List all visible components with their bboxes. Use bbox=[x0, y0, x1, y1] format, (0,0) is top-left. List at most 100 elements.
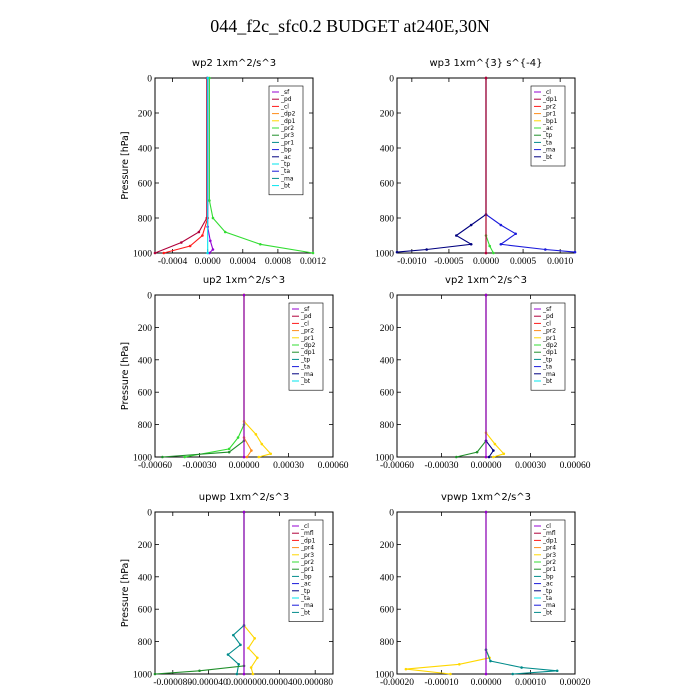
legend-entry: _pr4 bbox=[300, 545, 314, 552]
series-point bbox=[180, 241, 183, 244]
legend-entry: _pr4 bbox=[542, 545, 556, 552]
chart-vp2: vp2 1xm^2/s^3 0 200 400 600 800 1000-0.00060 -0… bbox=[375, 275, 591, 471]
series-point bbox=[469, 223, 473, 227]
legend-box bbox=[530, 302, 566, 391]
series-line-pr1 bbox=[243, 512, 259, 675]
legend-entry: _dp2 bbox=[300, 342, 316, 349]
series-point bbox=[493, 442, 497, 446]
series-point bbox=[492, 251, 495, 255]
series-point bbox=[492, 455, 495, 459]
series-point bbox=[242, 672, 246, 676]
legend-entry: _ta bbox=[280, 168, 290, 175]
x-tick-label: 0.0008 bbox=[265, 257, 291, 267]
y-axis-label: Pressure [hPa] bbox=[120, 131, 131, 199]
x-tick-label: -0.00060 bbox=[380, 461, 414, 471]
y-tick-label: 600 bbox=[380, 389, 395, 399]
figure-title: 044_f2c_sfc0.2 BUDGET at240E,30N bbox=[210, 16, 490, 36]
legend-entry: _bp bbox=[280, 147, 292, 154]
series-point bbox=[256, 656, 259, 660]
y-tick-label: 0 bbox=[147, 292, 152, 302]
y-tick-label: 600 bbox=[138, 606, 153, 616]
y-tick-label: 1000 bbox=[133, 250, 152, 260]
x-tick-label: -0.00060 bbox=[138, 461, 172, 471]
legend-entry: _pd bbox=[300, 313, 312, 320]
x-tick-label: 0.00000 bbox=[229, 461, 260, 471]
series-point bbox=[223, 230, 227, 234]
series-point bbox=[245, 455, 249, 459]
x-tick-label: 0.0010 bbox=[547, 257, 573, 267]
series-line-pr1 bbox=[405, 512, 491, 675]
y-tick-label: 400 bbox=[138, 356, 153, 366]
series-point bbox=[242, 293, 246, 297]
x-tick-label: 0.0005 bbox=[510, 257, 536, 267]
x-tick-label: 0.00060 bbox=[318, 461, 349, 471]
plot-title: up2 1xm^2/s^3 bbox=[203, 275, 285, 286]
y-tick-label: 0 bbox=[147, 509, 152, 519]
legend-entry: _bp bbox=[542, 573, 554, 580]
legend-entry: _bt bbox=[542, 378, 553, 385]
y-tick-label: 600 bbox=[380, 180, 395, 190]
series-point bbox=[475, 450, 479, 454]
x-tick-label: -0.000080 bbox=[153, 678, 192, 688]
legend-entry: _ac bbox=[542, 125, 553, 132]
series-point bbox=[484, 455, 488, 459]
x-tick-label: 0.0000 bbox=[195, 257, 221, 267]
series-point bbox=[469, 242, 473, 246]
legend-entry: _ac bbox=[542, 581, 553, 588]
y-tick-label: 200 bbox=[138, 541, 153, 551]
y-tick-label: 600 bbox=[138, 180, 153, 190]
legend-entry: _pr1 bbox=[542, 566, 556, 573]
series-point bbox=[249, 666, 253, 669]
chart-vpwp: vpwp 1xm^2/s^3 0 200 400 600 800 1000-0.00020-… bbox=[375, 492, 591, 688]
y-axis-label: Pressure [hPa] bbox=[120, 342, 131, 410]
legend-entry: _pr1 bbox=[300, 335, 314, 342]
y-tick-label: 800 bbox=[380, 215, 395, 225]
legend-entry: _dp1 bbox=[542, 349, 558, 356]
x-tick-label: 0.00000 bbox=[471, 678, 502, 688]
legend-entry: _ta bbox=[542, 595, 552, 602]
series-line-tp bbox=[396, 78, 487, 253]
legend-entry: _sf bbox=[300, 306, 310, 313]
legend-entry: _pd bbox=[280, 96, 292, 103]
series-point bbox=[544, 248, 547, 251]
legend-entry: _cl bbox=[300, 523, 309, 530]
legend-entry: _dp2 bbox=[542, 342, 558, 349]
series-point bbox=[259, 242, 262, 246]
legend-entry: _bt bbox=[280, 183, 291, 190]
series-point bbox=[269, 452, 273, 456]
series-point bbox=[237, 662, 240, 666]
plot-frame bbox=[154, 77, 314, 254]
legend-entry: _dp1 bbox=[280, 118, 296, 125]
chart-upwp: upwp 1xm^2/s^3 Pressure [hPa] 0 200 400 600 80… bbox=[120, 492, 334, 688]
legend-entry: _ta bbox=[542, 364, 552, 371]
legend-entry: _ma bbox=[300, 602, 314, 609]
series-point bbox=[458, 662, 461, 666]
series-point bbox=[201, 234, 204, 237]
x-tick-label: 0.00000 bbox=[471, 461, 502, 471]
x-tick-label: -0.0005 bbox=[434, 257, 464, 267]
y-tick-label: 0 bbox=[389, 292, 394, 302]
legend-entry: _ta bbox=[300, 364, 310, 371]
y-tick-label: 400 bbox=[380, 356, 395, 366]
y-tick-label: 600 bbox=[138, 389, 153, 399]
series-point bbox=[449, 672, 452, 676]
x-tick-label: 0.000080 bbox=[297, 678, 333, 688]
legend-entry: _pr3 bbox=[300, 552, 314, 559]
y-tick-label: 1000 bbox=[375, 250, 394, 260]
legend-entry: _mfl bbox=[300, 530, 314, 537]
legend-entry: _tp bbox=[542, 356, 552, 363]
series-point bbox=[197, 230, 201, 234]
series-point bbox=[492, 449, 495, 452]
series-point bbox=[395, 250, 399, 254]
series-line-dp1 bbox=[456, 295, 487, 458]
series-point bbox=[211, 216, 215, 220]
legend-entry: _ma bbox=[542, 147, 556, 154]
legend-entry: _bt bbox=[542, 609, 553, 616]
legend-entry: _pr2 bbox=[542, 103, 556, 110]
series-point bbox=[514, 232, 517, 236]
legend-entry: _mfl bbox=[542, 530, 556, 537]
series-point bbox=[251, 672, 255, 676]
series-point bbox=[487, 455, 491, 459]
y-tick-label: 800 bbox=[380, 638, 395, 648]
legend-entry: _ma bbox=[280, 175, 294, 182]
